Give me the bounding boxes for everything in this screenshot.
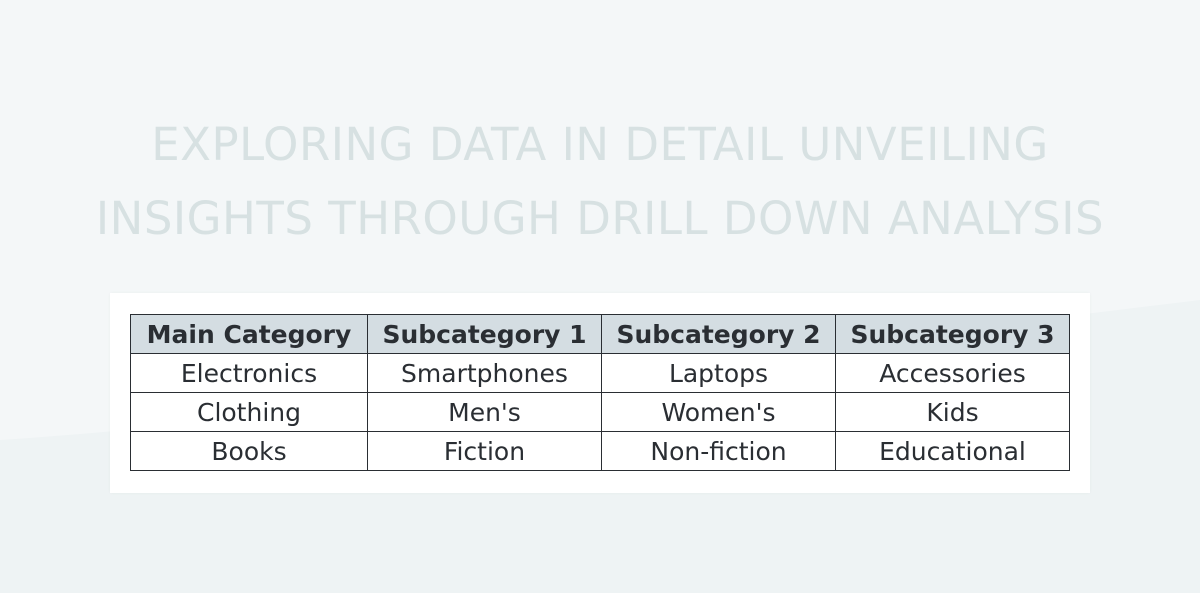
table-cell: Educational <box>835 431 1070 471</box>
table-row: Books Fiction Non-fiction Educational <box>130 431 1070 471</box>
table-cell: Accessories <box>835 353 1070 393</box>
table-card: Main Category Subcategory 1 Subcategory … <box>110 293 1090 493</box>
column-header: Main Category <box>130 314 368 354</box>
category-table: Main Category Subcategory 1 Subcategory … <box>130 314 1070 471</box>
title-line-2: INSIGHTS THROUGH DRILL DOWN ANALYSIS <box>95 192 1105 245</box>
table-cell: Men's <box>367 392 602 432</box>
table-cell: Fiction <box>367 431 602 471</box>
table-header-row: Main Category Subcategory 1 Subcategory … <box>130 314 1070 354</box>
table-row: Electronics Smartphones Laptops Accessor… <box>130 353 1070 393</box>
table-cell: Smartphones <box>367 353 602 393</box>
table-cell: Electronics <box>130 353 368 393</box>
table-cell: Kids <box>835 392 1070 432</box>
table-cell: Books <box>130 431 368 471</box>
title-line-1: EXPLORING DATA IN DETAIL UNVEILING <box>151 118 1049 171</box>
table-cell: Non-fiction <box>601 431 836 471</box>
column-header: Subcategory 1 <box>367 314 602 354</box>
table-cell: Women's <box>601 392 836 432</box>
column-header: Subcategory 3 <box>835 314 1070 354</box>
table-cell: Clothing <box>130 392 368 432</box>
page-title: EXPLORING DATA IN DETAIL UNVEILING INSIG… <box>0 108 1200 256</box>
table-cell: Laptops <box>601 353 836 393</box>
table-row: Clothing Men's Women's Kids <box>130 392 1070 432</box>
column-header: Subcategory 2 <box>601 314 836 354</box>
